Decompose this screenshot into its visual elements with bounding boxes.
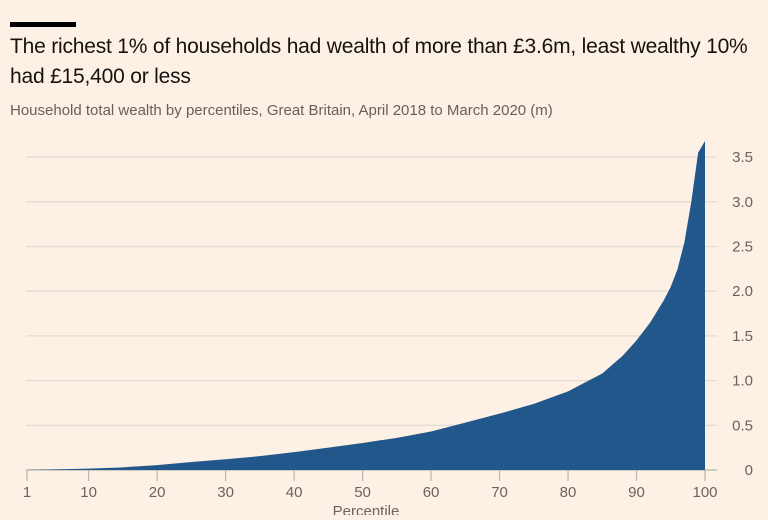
x-tick-label: 40 xyxy=(286,484,303,501)
x-tick-label: 80 xyxy=(560,484,577,501)
y-tick-label: 0.5 xyxy=(732,417,753,434)
x-tick-label: 100 xyxy=(692,484,717,501)
y-gridlines xyxy=(26,156,717,471)
x-tick-label: 20 xyxy=(149,484,166,501)
x-tick-label: 60 xyxy=(423,484,440,501)
x-axis-label: Percentile xyxy=(333,503,400,515)
x-tick-label: 30 xyxy=(217,484,234,501)
x-tick-label: 90 xyxy=(628,484,645,501)
chart-title: The richest 1% of households had wealth … xyxy=(10,35,748,88)
x-tick-label: 70 xyxy=(491,484,508,501)
y-tick-label: 1.5 xyxy=(732,328,753,345)
wealth-area-chart: 1 10 20 30 40 50 60 70 80 90 100 0 0.5 1.0 1.5 2.0 2.5 3.… xyxy=(0,135,768,520)
y-tick-label: 2.0 xyxy=(732,283,753,300)
y-tick-label: 2.5 xyxy=(732,239,753,256)
y-tick-label: 3.5 xyxy=(732,149,753,166)
ft-motif-bar xyxy=(10,22,76,27)
x-axis: 1 10 20 30 40 50 60 70 80 90 100 xyxy=(23,470,718,501)
y-tick-label: 0 xyxy=(745,462,753,479)
y-axis-labels: 0 0.5 1.0 1.5 2.0 2.5 3.0 3.5 xyxy=(732,149,753,479)
area-series xyxy=(27,141,705,470)
x-tick-label: 1 xyxy=(23,484,31,501)
chart-subtitle: Household total wealth by percentiles, G… xyxy=(10,102,553,119)
x-tick-label: 10 xyxy=(80,484,97,501)
wealth-area-chart-svg: 1 10 20 30 40 50 60 70 80 90 100 0 0.5 1.0 1.5 2.0 2.5 3.… xyxy=(23,141,753,520)
y-tick-label: 3.0 xyxy=(732,194,753,211)
x-tick-label: 50 xyxy=(354,484,371,501)
y-tick-label: 1.0 xyxy=(732,373,753,390)
